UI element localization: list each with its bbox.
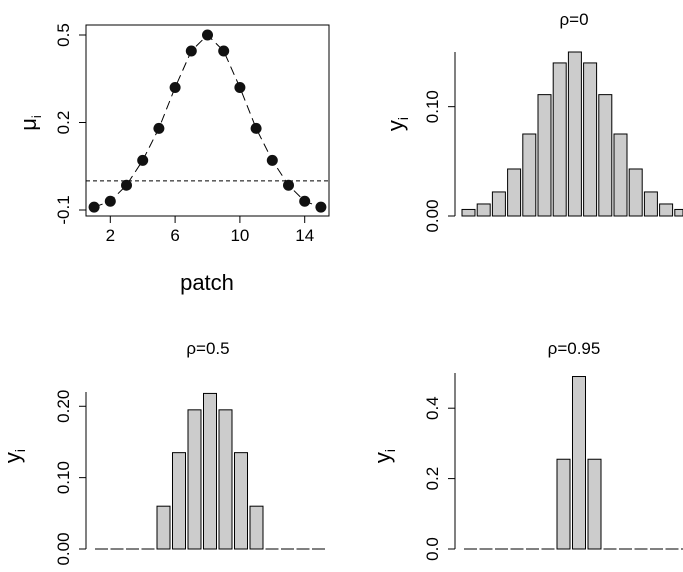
y-tick-label: 0.00 — [423, 199, 442, 232]
data-point — [153, 122, 165, 134]
bar — [613, 133, 628, 217]
bar — [552, 62, 567, 217]
bar — [674, 208, 683, 217]
data-point — [283, 179, 294, 191]
bar — [156, 505, 171, 550]
data-point — [88, 201, 100, 213]
y-tick-label: 0.5 — [54, 23, 73, 47]
data-point — [104, 195, 116, 207]
bar — [567, 51, 582, 217]
y-tick-label: 0.00 — [54, 532, 73, 565]
bar — [249, 505, 264, 550]
bar — [643, 191, 658, 217]
bar — [476, 203, 491, 217]
bar — [461, 208, 476, 217]
panel-title: ρ=0.5 — [186, 339, 229, 358]
x-tick-label: 14 — [295, 226, 314, 245]
y-tick-label: 0.2 — [423, 467, 442, 491]
bar — [522, 133, 537, 217]
bar — [507, 168, 522, 217]
bar — [203, 392, 217, 550]
y-tick-label: 0.10 — [423, 90, 442, 123]
data-point — [315, 201, 327, 213]
panel-rho-0-95: ρ=0.95 0.0 0.2 0.4 yi — [370, 339, 683, 561]
y-axis-title: yi — [0, 449, 28, 463]
x-tick-label: 6 — [170, 226, 179, 245]
y-axis-title: μi — [16, 115, 44, 131]
y-tick-label: 0.4 — [423, 396, 442, 420]
y-tick-label: 0.20 — [54, 390, 73, 423]
x-axis-title: patch — [180, 270, 234, 295]
data-point — [299, 195, 311, 207]
bar — [572, 376, 586, 550]
x-tick-label: 10 — [230, 226, 249, 245]
panel-mu-profile: -0.1 0.2 0.5 2 6 10 14 patch μi — [16, 23, 330, 295]
bar — [556, 458, 571, 550]
bar — [659, 203, 674, 217]
x-tick-label: 2 — [106, 226, 115, 245]
data-point — [234, 82, 246, 93]
data-point — [218, 45, 230, 57]
bar — [234, 452, 248, 550]
y-tick-label: 0.2 — [54, 111, 73, 135]
bar — [628, 168, 643, 217]
panel-rho-0-5: ρ=0.5 0.00 0.10 0.20 yi — [0, 339, 325, 566]
panel-title: ρ=0.95 — [548, 339, 601, 358]
bar — [172, 452, 186, 550]
bar — [537, 94, 552, 217]
y-axis-title: yi — [370, 449, 398, 463]
data-point — [250, 122, 262, 134]
data-point — [121, 179, 132, 191]
y-tick-label: -0.1 — [54, 195, 73, 224]
bar — [583, 62, 598, 217]
bar — [187, 409, 202, 550]
data-point — [266, 154, 278, 166]
bar — [218, 409, 233, 550]
y-tick-label: 0.0 — [423, 537, 442, 561]
data-point — [185, 45, 197, 57]
bar — [491, 191, 506, 217]
y-tick-label: 0.10 — [54, 461, 73, 494]
data-point — [202, 29, 213, 41]
data-point — [169, 82, 181, 93]
bar — [598, 94, 613, 217]
panel-rho-0: ρ=0 0.00 0.10 yi — [383, 10, 683, 233]
panel-title: ρ=0 — [559, 10, 588, 29]
data-point — [137, 154, 149, 166]
bar — [587, 458, 602, 550]
y-axis-title: yi — [383, 117, 411, 131]
